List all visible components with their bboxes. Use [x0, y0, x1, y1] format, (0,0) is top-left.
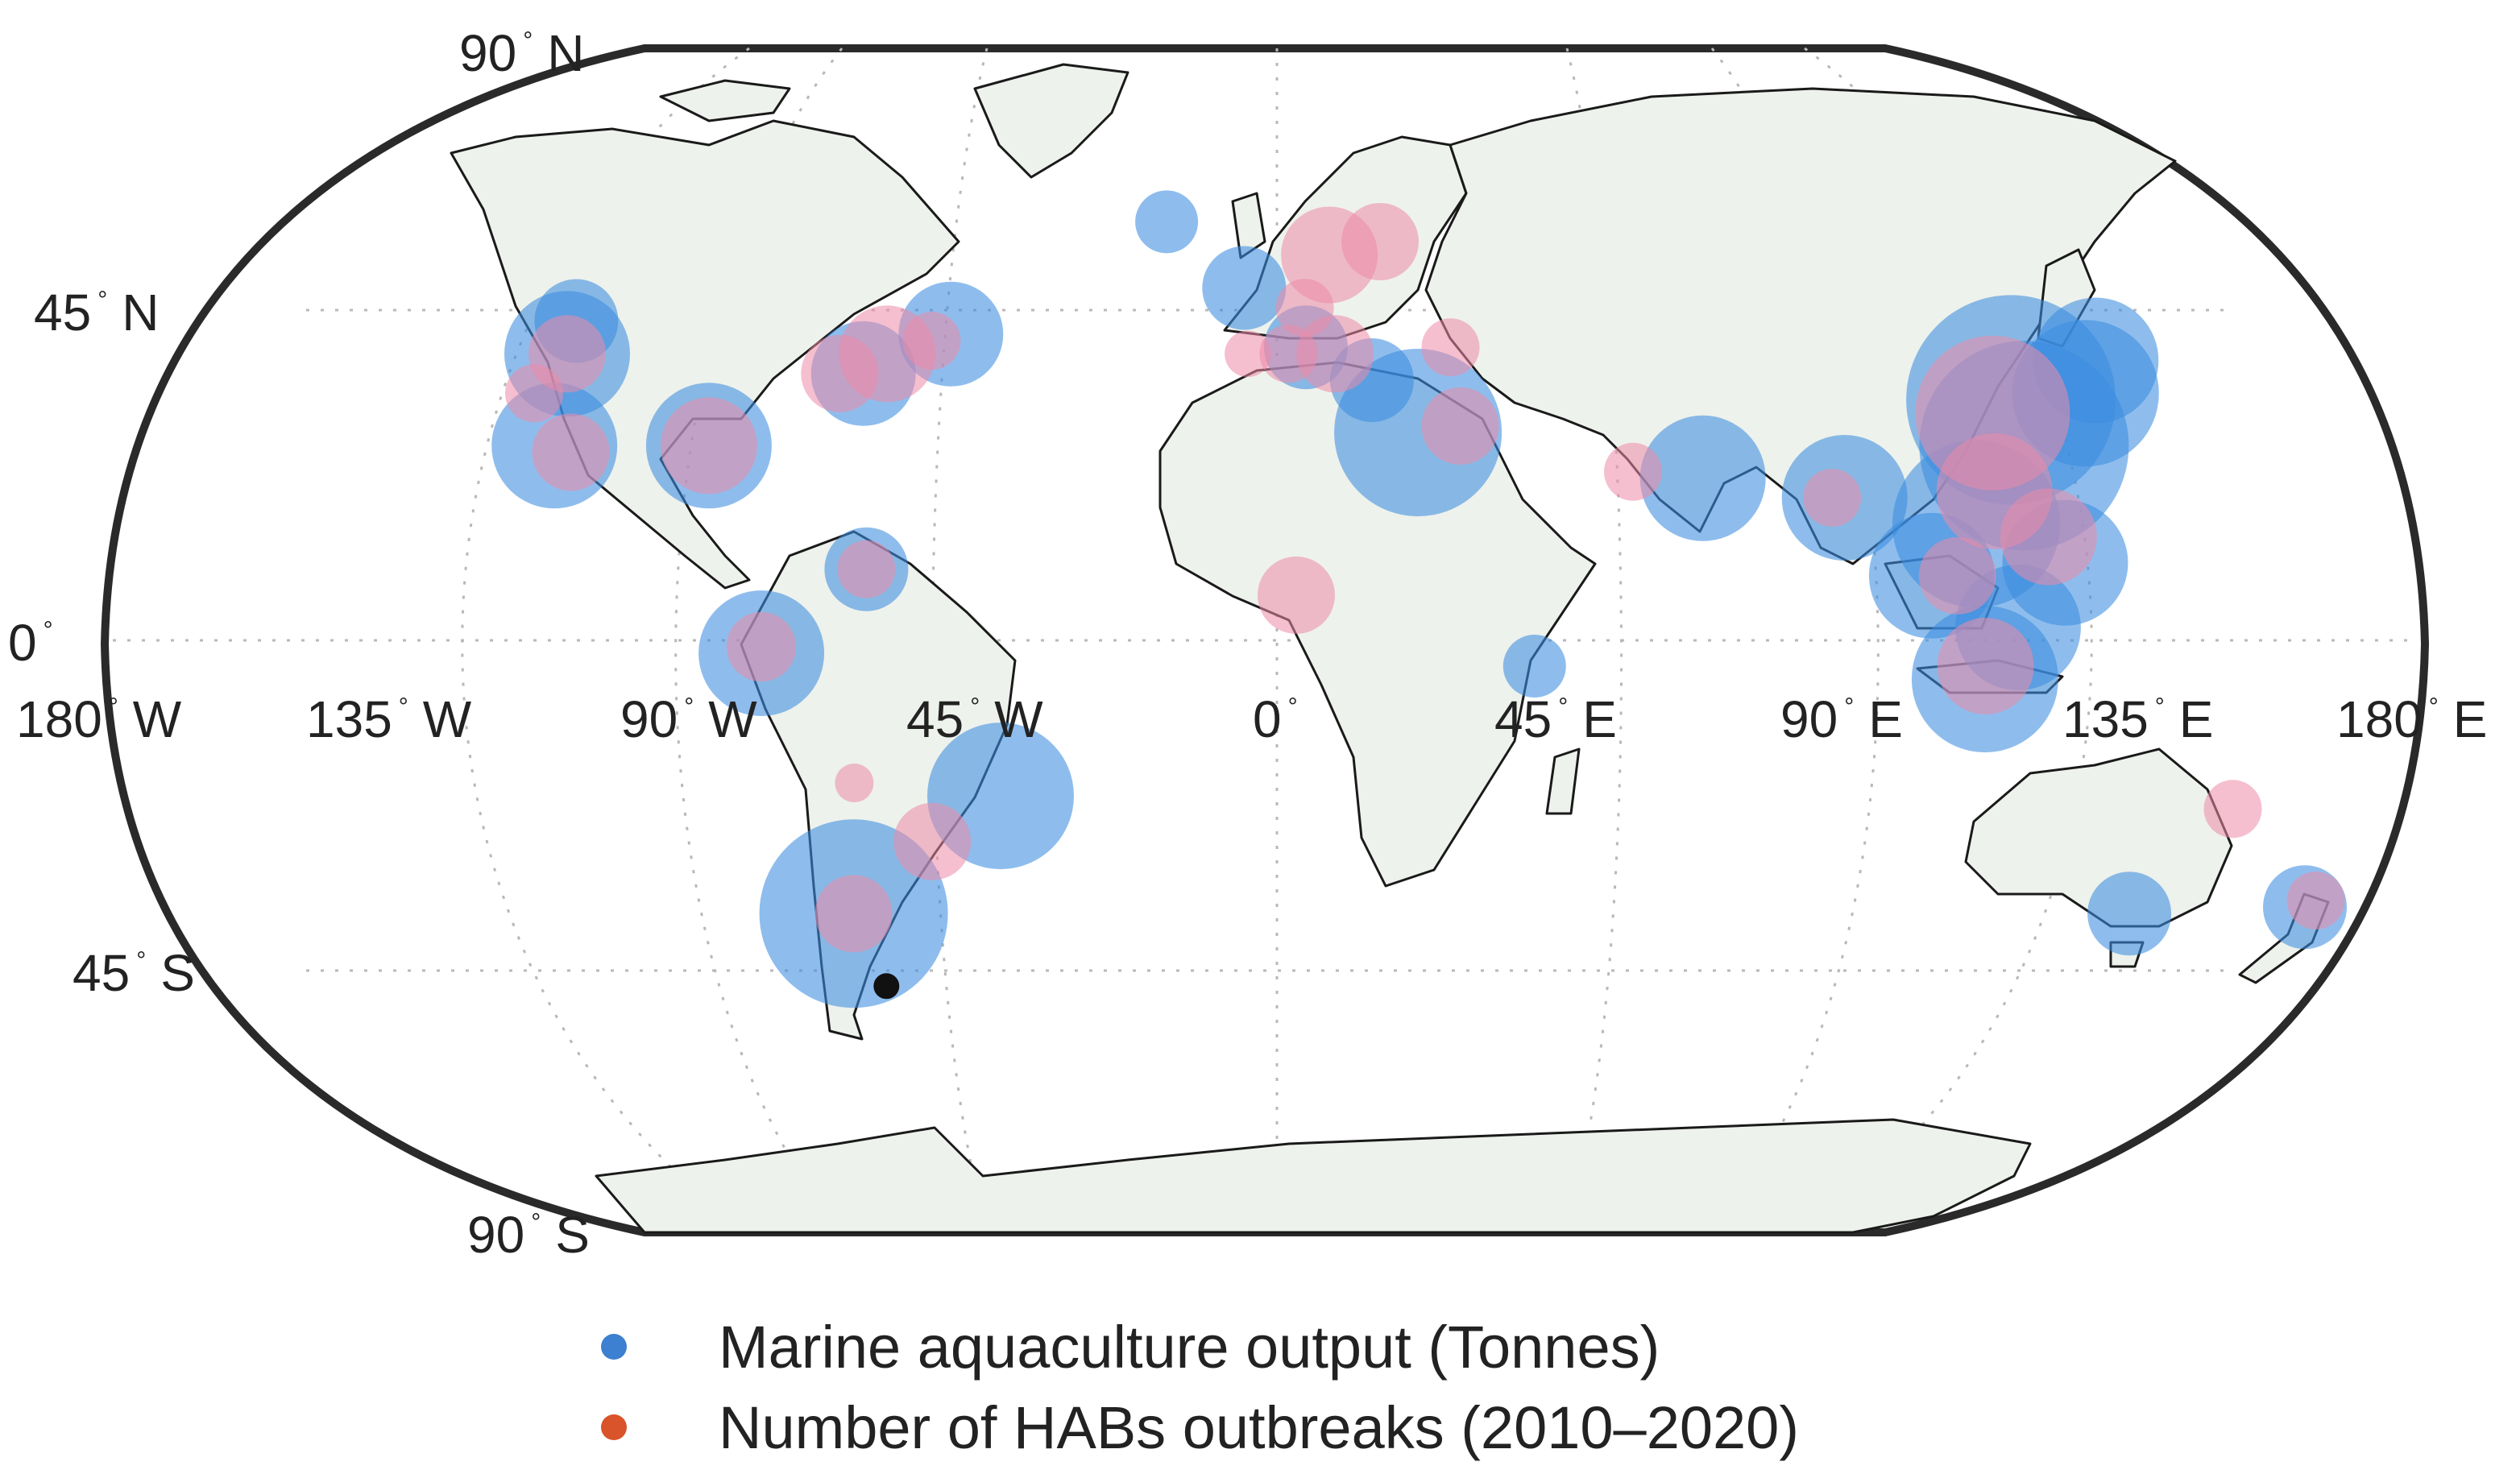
legend-swatch-habs	[601, 1414, 627, 1440]
habs-bubble	[1604, 442, 1662, 501]
aquaculture-bubble	[1135, 190, 1199, 254]
lon-label-135w: 135 ° W	[306, 690, 472, 748]
habs-bubble	[532, 413, 610, 491]
habs-bubble	[505, 364, 563, 423]
habs-bubble	[1937, 618, 2034, 714]
lat-label-90n: 90 ° N	[459, 24, 584, 82]
british-isles	[1231, 192, 1266, 259]
greenland	[973, 63, 1129, 179]
lon-label-180e: 180 ° E	[2336, 690, 2487, 748]
habs-bubble	[1803, 469, 1862, 527]
habs-bubble	[2203, 780, 2262, 838]
habs-bubble	[1258, 556, 1335, 634]
habs-bubble	[1225, 330, 1271, 378]
habs-bubble	[814, 875, 893, 953]
habs-bubble	[1296, 315, 1374, 393]
habs-bubble	[2000, 488, 2097, 586]
gridline-90w	[674, 48, 843, 1233]
location-marker	[873, 973, 900, 1000]
habs-bubble	[1918, 536, 1996, 615]
habs-bubble	[660, 397, 757, 495]
lat-label-45s: 45 ° S	[73, 944, 195, 1002]
habs-bubbles	[505, 203, 2345, 953]
arctic-islands	[659, 79, 791, 122]
gridline-90e	[1710, 48, 1880, 1233]
australia	[1964, 747, 2233, 928]
madagascar	[1545, 747, 1581, 815]
legend-swatch-aquaculture	[601, 1334, 627, 1360]
lon-label-45e: 45 ° E	[1494, 690, 1617, 748]
lat-label-45n: 45 ° N	[34, 284, 159, 342]
aquaculture-bubble	[1202, 246, 1287, 330]
lat-label-0: 0 °	[8, 614, 53, 672]
habs-bubble	[837, 540, 896, 598]
habs-bubble	[2286, 872, 2345, 930]
gridline-135w	[461, 47, 750, 1234]
habs-bubble	[893, 802, 972, 880]
habs-bubble	[902, 312, 961, 370]
habs-bubble	[835, 764, 874, 802]
legend-label-aquaculture: Marine aquaculture output (Tonnes)	[719, 1314, 1660, 1381]
location-marker-layer	[873, 973, 900, 1000]
habs-bubble	[726, 611, 797, 682]
habs-bubble	[1341, 203, 1419, 280]
antarctica	[595, 1118, 2032, 1234]
longitude-labels: 180 ° W 135 ° W 90 ° W 45 ° W 0 ° 45 ° E 90 ° E 135 ° E…	[16, 690, 2487, 748]
gridline-135e	[1804, 47, 2093, 1234]
lon-label-45w: 45 ° W	[906, 690, 1043, 748]
latitude-labels: 90 ° N 45 ° N 0 ° 45 ° S 90 ° S	[8, 24, 590, 1264]
legend-label-habs: Number of HABs outbreaks (2010–2020)	[719, 1394, 1799, 1461]
lon-label-180w: 180 ° W	[16, 690, 182, 748]
aquaculture-bubble	[2087, 872, 2172, 956]
lat-label-90s: 90 ° S	[467, 1206, 590, 1264]
aquaculture-bubble	[1639, 415, 1766, 541]
legend: Marine aquaculture output (Tonnes) Numbe…	[601, 1314, 1799, 1461]
aquaculture-bubble	[1502, 635, 1566, 698]
lon-label-0: 0 °	[1253, 690, 1298, 748]
lon-label-90w: 90 ° W	[620, 690, 757, 748]
lon-label-90e: 90 ° E	[1780, 690, 1903, 748]
habs-bubble	[1421, 387, 1499, 465]
lon-label-135e: 135 ° E	[2062, 690, 2213, 748]
habs-bubble	[1421, 318, 1480, 377]
